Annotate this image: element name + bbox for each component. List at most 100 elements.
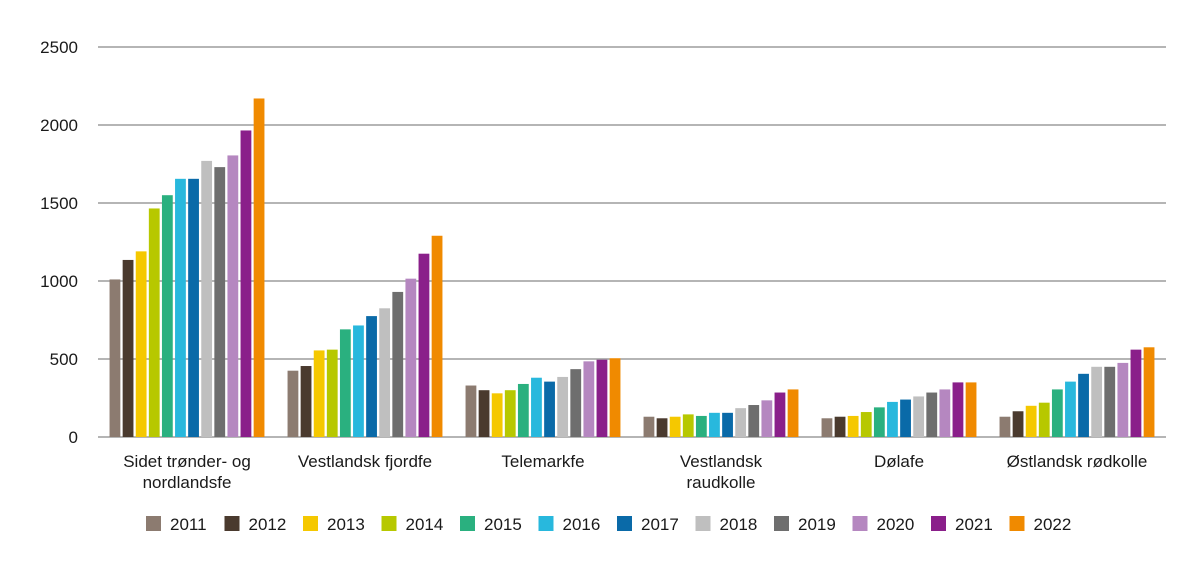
bar-2019-cat4 [926, 392, 938, 437]
bar-2013-cat3 [669, 416, 681, 437]
legend-swatch [695, 516, 711, 531]
series-2021 [240, 130, 1142, 437]
legend-item-2021: 2021 [931, 515, 993, 534]
legend-swatch [224, 516, 240, 531]
legend-swatch [303, 516, 318, 531]
bar-2021-cat0 [240, 130, 252, 437]
series-2012 [122, 259, 1024, 437]
legend-swatch [146, 516, 161, 531]
series-2017 [188, 178, 1089, 437]
y-tick-label: 2000 [40, 116, 78, 135]
bar-2019-cat1 [392, 291, 404, 437]
bar-2011-cat4 [821, 418, 833, 437]
bar-2017-cat1 [366, 316, 377, 437]
bar-2018-cat4 [913, 396, 925, 437]
y-tick-label: 1500 [40, 194, 78, 213]
bar-2020-cat4 [939, 389, 951, 437]
series-2013 [135, 251, 1037, 437]
bar-2013-cat0 [135, 251, 147, 437]
legend-item-2012: 2012 [224, 515, 287, 534]
bar-2016-cat5 [1065, 381, 1076, 437]
bar-2011-cat1 [287, 370, 299, 437]
y-tick-label: 1000 [40, 272, 78, 291]
bar-2014-cat0 [148, 208, 160, 437]
bar-2015-cat3 [695, 415, 707, 437]
bar-2019-cat2 [570, 369, 582, 437]
legend-item-2020: 2020 [852, 515, 915, 534]
series-2022 [253, 98, 1155, 437]
legend-item-2019: 2019 [774, 515, 836, 534]
legend-label: 2011 [170, 515, 207, 534]
x-category-label: Vestlandsk [680, 452, 763, 471]
y-tick-label: 500 [50, 350, 78, 369]
x-category-label: Vestlandsk fjordfe [298, 452, 432, 471]
bar-2020-cat0 [227, 155, 239, 438]
bar-2011-cat0 [109, 279, 121, 437]
bar-2015-cat5 [1051, 389, 1063, 437]
bar-2013-cat5 [1025, 405, 1037, 437]
bar-2017-cat2 [544, 381, 555, 437]
x-category-label: Telemarkfe [501, 452, 584, 471]
legend-swatch [1009, 516, 1025, 531]
bar-2012-cat2 [478, 390, 490, 437]
legend-label: 2021 [955, 515, 993, 534]
bar-2022-cat3 [787, 389, 799, 437]
bar-2012-cat1 [300, 366, 312, 437]
legend-swatch [460, 516, 475, 531]
legend-label: 2015 [484, 515, 522, 534]
bar-2013-cat4 [847, 415, 859, 437]
bar-2011-cat5 [999, 416, 1011, 437]
legend-label: 2017 [641, 515, 679, 534]
bar-2017-cat0 [188, 178, 199, 437]
legend: 2011 2012 2013 2014 2015 2016 2017 2018 2019 2020… [146, 515, 1071, 534]
legend-item-2022: 2022 [1009, 515, 1072, 534]
bar-2017-cat4 [900, 399, 911, 437]
legend-label: 2022 [1034, 515, 1072, 534]
bar-2013-cat1 [313, 350, 325, 437]
bar-2018-cat2 [557, 376, 569, 437]
legend-label: 2013 [327, 515, 365, 534]
legend-item-2018: 2018 [695, 515, 758, 534]
bar-2015-cat2 [517, 383, 529, 437]
series-2019 [214, 167, 1116, 437]
bar-2021-cat1 [418, 253, 430, 437]
legend-item-2015: 2015 [460, 515, 522, 534]
bar-2016-cat3 [709, 412, 720, 437]
bar-2022-cat5 [1143, 347, 1155, 437]
bar-2016-cat0 [175, 178, 186, 437]
legend-item-2017: 2017 [617, 515, 679, 534]
bar-2022-cat0 [253, 98, 265, 437]
bar-2012-cat4 [834, 416, 846, 437]
bar-2012-cat0 [122, 259, 134, 437]
bar-2014-cat3 [682, 414, 694, 437]
series-2018 [201, 160, 1103, 437]
legend-item-2014: 2014 [381, 515, 444, 534]
bar-2020-cat2 [583, 361, 595, 437]
bar-2021-cat5 [1130, 349, 1142, 437]
legend-item-2011: 2011 [146, 515, 207, 534]
legend-label: 2020 [877, 515, 915, 534]
legend-label: 2016 [563, 515, 601, 534]
bar-2020-cat1 [405, 278, 417, 437]
bar-2016-cat2 [531, 377, 542, 437]
bar-2018-cat3 [735, 408, 747, 437]
bar-2014-cat2 [504, 390, 516, 437]
bar-2019-cat0 [214, 167, 226, 437]
series-2014 [148, 208, 1050, 437]
bar-2022-cat1 [431, 235, 443, 437]
legend-label: 2012 [249, 515, 287, 534]
bar-2015-cat1 [339, 329, 351, 437]
bar-2012-cat3 [656, 418, 668, 437]
x-category-label: Østlandsk rødkolle [1007, 452, 1148, 471]
legend-swatch [617, 516, 632, 531]
bar-2014-cat5 [1038, 402, 1050, 437]
bar-2021-cat2 [596, 359, 608, 437]
legend-label: 2014 [406, 515, 444, 534]
legend-label: 2019 [798, 515, 836, 534]
series-2020 [227, 155, 1129, 438]
x-category-label: raudkolle [687, 473, 756, 492]
series-2016 [175, 178, 1076, 437]
bar-2018-cat0 [201, 160, 213, 437]
bar-2011-cat3 [643, 416, 655, 437]
legend-label: 2018 [720, 515, 758, 534]
